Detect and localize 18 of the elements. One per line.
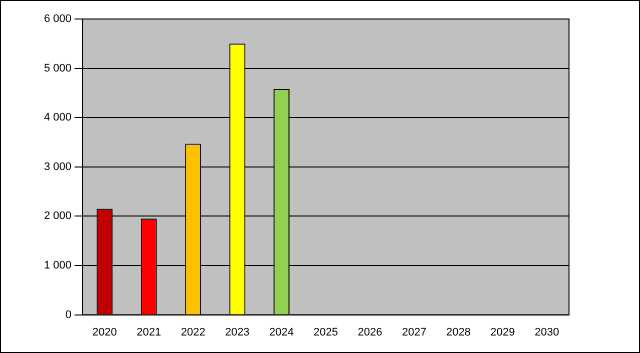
y-tick-label: 6 000 (44, 13, 72, 26)
y-tick-label: 4 000 (44, 112, 72, 124)
x-tick-label: 2027 (402, 326, 426, 338)
x-tick-label: 2020 (92, 326, 117, 338)
x-tick-label: 2021 (136, 326, 162, 338)
x-tick-label: 2023 (225, 326, 250, 338)
y-tick-label: 0 (65, 308, 72, 321)
x-tick-label: 2030 (534, 326, 560, 338)
x-tick-label: 2026 (358, 326, 382, 338)
x-tick-label: 2028 (446, 326, 471, 338)
x-tick-label: 2029 (490, 326, 515, 338)
y-tick-label: 5 000 (44, 62, 72, 74)
y-tick-label: 3 000 (44, 160, 72, 173)
y-tick-label: 1 000 (44, 260, 72, 272)
x-tick-label: 2024 (269, 326, 294, 338)
y-tick-label: 2 000 (44, 210, 72, 222)
x-tick-label: 2022 (180, 326, 206, 338)
x-tick-label: 2025 (314, 326, 338, 338)
